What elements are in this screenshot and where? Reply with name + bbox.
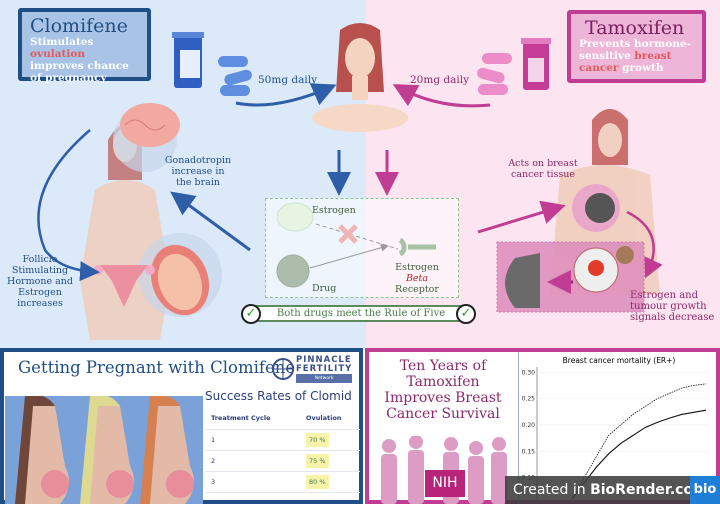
column-header: Treatment Cycle — [205, 408, 300, 430]
subtitle-text: growth — [618, 62, 664, 74]
watermark-brand: BioRender.com — [590, 482, 708, 498]
illustration-layer — [37, 23, 663, 340]
dose-20mg-label: 20mg daily — [410, 74, 470, 86]
follicle-label: Follicle Stimulating Hormone and Estroge… — [7, 254, 73, 309]
biorender-watermark[interactable]: Created in BioRender.com bio — [505, 476, 720, 504]
mechanism-box — [265, 198, 459, 298]
arrow-to-brain — [170, 191, 251, 252]
tamoxifen-title: Tamoxifen — [585, 17, 685, 39]
receptor-label-rest: Receptor — [395, 284, 439, 295]
subtitle-text: Prevents hormone-sensitive — [579, 38, 691, 62]
ovulation-cell: 80 % — [300, 471, 360, 493]
acts-on-breast-label: Acts on breast cancer tissue — [508, 158, 578, 180]
drug-label: Drug — [312, 283, 337, 294]
table-row: 3 80 % — [205, 471, 360, 493]
signals-decrease-label: Estrogen and tumour growth signals decre… — [630, 290, 715, 323]
subtitle-text: Stimulates — [30, 36, 94, 48]
subtitle-text: improves chance of pregnancy — [30, 60, 129, 84]
clomifene-title-box: Clomifene Stimulates ovulation improves … — [18, 8, 151, 84]
ovulation-value: 70 % — [306, 432, 329, 447]
series-line-dotted — [571, 383, 707, 499]
arrow-to-ovary — [37, 129, 100, 282]
ovulation-value: 80 % — [306, 474, 329, 489]
table-header-row: Treatment Cycle Ovulation — [205, 408, 360, 430]
pregnant-women-image — [5, 394, 203, 504]
y-tick-label: 0.25 — [522, 396, 536, 403]
logo-line: FERTILITY — [296, 364, 353, 374]
dose-50mg-label: 50mg daily — [258, 74, 318, 86]
receptor-label-line1: Estrogen — [395, 262, 439, 273]
woman-center-illustration — [312, 23, 408, 132]
success-rates-table: Treatment Cycle Ovulation 1 70 % 2 75 % 3 80… — [205, 408, 360, 493]
ovulation-value: 75 % — [306, 453, 329, 468]
ovulation-cell: 75 % — [300, 450, 360, 472]
arrow-50mg — [235, 83, 337, 107]
mammogram-icon — [505, 253, 540, 308]
ovulation-cell: 70 % — [300, 429, 360, 451]
receptor-label: Estrogen Beta Receptor — [392, 262, 442, 295]
pinnacle-logo-icon — [272, 358, 294, 380]
logo-line: Network — [296, 374, 353, 383]
survival-panel-title: Ten Years of Tamoxifen Improves Breast C… — [384, 358, 502, 422]
tamoxifen-pills-icon — [477, 53, 512, 95]
nih-logo: NIH — [425, 470, 465, 497]
rule-of-five-banner: Both drugs meet the Rule of Five — [255, 305, 467, 322]
logo-line: PINNACLE — [296, 355, 352, 365]
pregnant-women-illustration — [15, 394, 194, 504]
breast-tissue-icon — [585, 193, 615, 223]
table-row: 2 75 % — [205, 450, 360, 472]
clomifene-subtitle: Stimulates ovulation improves chance of … — [30, 36, 139, 84]
pinnacle-logo: PINNACLE FERTILITY Network — [296, 355, 353, 383]
table-row: 1 70 % — [205, 429, 360, 451]
check-icon: ✓ — [241, 304, 261, 324]
clomifene-bottle-icon — [172, 32, 204, 88]
subtitle-highlight: ovulation — [30, 48, 86, 60]
cycle-cell: 2 — [205, 450, 300, 472]
column-header: Ovulation — [300, 408, 360, 430]
estrogen-label: Estrogen — [312, 205, 356, 216]
cycle-cell: 3 — [205, 471, 300, 493]
y-tick-label: 0.30 — [522, 369, 536, 376]
tumour-icon — [588, 260, 604, 276]
brain-icon — [120, 103, 180, 147]
arrow-signals — [626, 210, 663, 279]
y-tick-label: 0.15 — [522, 448, 536, 455]
tamoxifen-title-box: Tamoxifen Prevents hormone-sensitive bre… — [567, 10, 706, 83]
biorender-logo: bio — [690, 476, 720, 504]
table-title: Success Rates of Clomid — [205, 389, 352, 403]
y-tick-label: 0.20 — [522, 422, 536, 429]
tamoxifen-subtitle: Prevents hormone-sensitive breast cancer… — [579, 38, 694, 74]
fetus-womb-icon — [150, 244, 210, 316]
series-line-solid — [571, 409, 707, 500]
divider — [518, 352, 519, 504]
gonadotropin-label: Gonadotropin increase in the brain — [164, 155, 232, 188]
cycle-cell: 1 — [205, 429, 300, 451]
receptor-beta: Beta — [405, 273, 429, 284]
subtitle-highlight: breast cancer — [579, 50, 672, 74]
pregnant-panel: Getting Pregnant with Clomifene PINNACLE… — [0, 348, 363, 504]
tamoxifen-bottle-icon — [521, 38, 551, 90]
watermark-text: Created in — [513, 482, 591, 498]
clomifene-pills-icon — [218, 56, 252, 96]
arrow-to-breast — [477, 200, 566, 234]
check-icon: ✓ — [456, 304, 476, 324]
pregnant-panel-title: Getting Pregnant with Clomifene — [18, 358, 296, 377]
chart-title: Breast cancer mortality (ER+) — [563, 356, 676, 365]
clomifene-title: Clomifene — [30, 15, 128, 37]
arrow-20mg — [392, 84, 491, 108]
